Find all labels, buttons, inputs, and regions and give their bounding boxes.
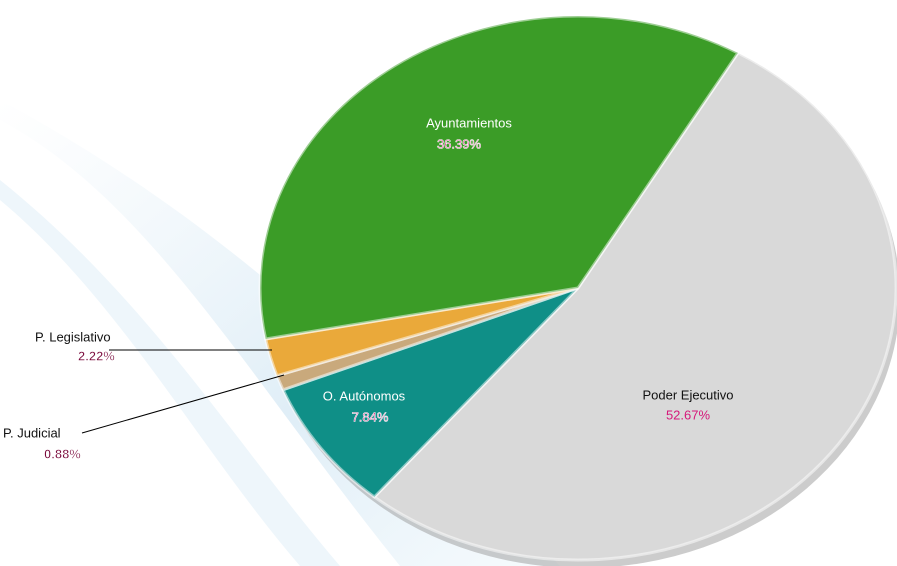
background-swoosh bbox=[0, 180, 340, 566]
slice-label: Poder Ejecutivo bbox=[642, 387, 733, 402]
slice-value-label: 2.22% bbox=[78, 348, 115, 363]
slice-label: P. Legislativo bbox=[35, 329, 111, 344]
slice-label: Ayuntamientos bbox=[426, 115, 512, 130]
pie-slice bbox=[281, 286, 580, 499]
slice-value-label: 52.67% bbox=[666, 407, 711, 422]
slice-value-label: 7.84% bbox=[352, 409, 389, 424]
slice-label: O. Autónomos bbox=[323, 388, 406, 403]
slice-value-label: 0.88% bbox=[44, 446, 81, 461]
leader-line bbox=[81, 374, 285, 434]
pie-slice bbox=[372, 50, 897, 562]
slice-value-label: 36.39% bbox=[437, 136, 482, 151]
slice-label: P. Judicial bbox=[3, 425, 61, 440]
pie-slice bbox=[258, 14, 741, 341]
